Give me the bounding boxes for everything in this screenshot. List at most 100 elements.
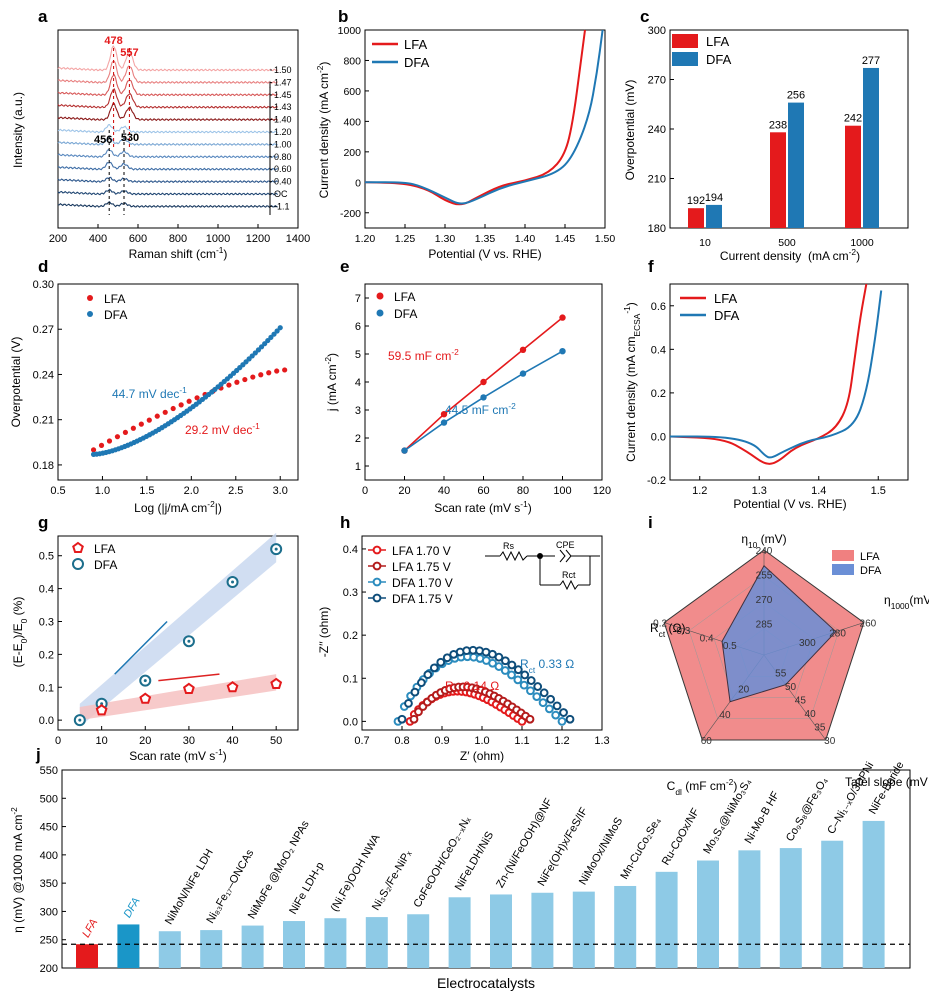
- f-x-axis-title: Potential (V vs. RHE): [733, 497, 846, 511]
- i-axis-label: Tafel slope (mV dec-1): [845, 773, 929, 789]
- f-series-LFA: [669, 283, 868, 465]
- a-curve-label: 0.40: [274, 177, 292, 187]
- f-y-tick-label: 0.6: [651, 301, 666, 313]
- h-y-axis-title: -Z′′ (ohm): [317, 607, 331, 658]
- d-legend-label: DFA: [104, 308, 127, 322]
- a-x-tick-label: 800: [169, 233, 187, 245]
- d-point-LFA: [90, 447, 97, 453]
- b-x-tick-label: 1.20: [355, 233, 376, 245]
- i-axis-tick: 270: [756, 595, 773, 606]
- b-y-tick-label: 600: [343, 86, 361, 98]
- h-point-3: [552, 701, 562, 711]
- i-axis-tick: 30: [824, 736, 836, 747]
- h-point-3: [436, 657, 446, 667]
- e-legend-swatch: [376, 309, 384, 317]
- g-y-tick-label: 0.1: [39, 682, 54, 694]
- g-x-tick-label: 40: [226, 735, 238, 747]
- a-curve-label: OC: [274, 189, 288, 199]
- j-bar: [117, 924, 140, 968]
- h-y-tick-label: 0.0: [343, 716, 358, 728]
- d-legend-swatch: [87, 311, 93, 317]
- e-x-tick-label: 120: [593, 485, 611, 497]
- h-x-tick-label: 1.3: [594, 735, 609, 747]
- d-point-LFA: [242, 376, 248, 383]
- a-spectrum-0: [57, 45, 278, 72]
- j-y-axis-title: η (mV) @1000 mA cm-2: [9, 807, 25, 933]
- e-y-tick-label: 6: [355, 321, 361, 333]
- j-bar: [779, 848, 802, 968]
- j-bar: [407, 914, 430, 968]
- d-point-LFA: [146, 417, 152, 423]
- j-bar: [697, 860, 719, 968]
- d-point-LFA: [138, 421, 144, 427]
- a-x-tick-label: 200: [49, 233, 67, 245]
- b-y-tick-label: 400: [343, 116, 361, 128]
- c-y-tick-label: 240: [648, 124, 666, 136]
- g-y-tick-label: 0.0: [39, 715, 54, 727]
- h-equivalent-circuit: Rs CPE Rct: [485, 540, 600, 591]
- g-legend-label: DFA: [94, 558, 117, 572]
- c-bar-DFA: [706, 204, 722, 228]
- d-point-LFA: [226, 382, 232, 388]
- i-axis-tick: 40: [719, 710, 731, 721]
- g-trend-arrow-lfa: [158, 673, 220, 682]
- h-circuit-rs: Rs: [503, 541, 514, 551]
- j-category-label: DFA: [122, 896, 143, 920]
- g-point-DFA-dot: [187, 639, 191, 643]
- b-y-tick-label: 1000: [338, 25, 362, 37]
- j-bar: [76, 944, 98, 968]
- i-axis-tick: 240: [756, 546, 773, 557]
- h-point-2: [544, 704, 554, 714]
- h-point-3: [526, 676, 536, 685]
- e-point-DFA: [559, 348, 566, 355]
- f-y-tick-label: 0.4: [651, 344, 666, 356]
- c-y-tick-label: 270: [648, 75, 666, 87]
- d-point-LFA: [186, 398, 192, 404]
- h-point-3: [494, 652, 504, 662]
- h-point-2: [557, 716, 567, 726]
- e-point-LFA: [559, 314, 566, 321]
- e-point-LFA: [440, 411, 448, 418]
- a-spectrum-8: [57, 161, 278, 171]
- h-legend-label: LFA 1.75 V: [392, 560, 451, 574]
- j-y-tick-label: 450: [40, 822, 58, 834]
- c-y-axis-title: Overpotential (mV): [623, 80, 637, 181]
- h-point-3: [546, 694, 556, 704]
- j-bar: [738, 850, 761, 968]
- h-point-2: [519, 680, 529, 690]
- d-y-tick-label: 0.21: [33, 415, 54, 427]
- g-x-tick-label: 50: [270, 735, 282, 747]
- i-axis-label: η1000(mV): [884, 593, 929, 611]
- panel-label-f: f: [648, 257, 654, 276]
- a-x-tick-label: 600: [129, 233, 147, 245]
- c-y-tick-label: 300: [648, 25, 666, 37]
- c-legend-swatch: [672, 52, 698, 66]
- d-point-LFA: [234, 379, 240, 385]
- c-bar-LFA: [688, 208, 704, 228]
- c-bar-value: 242: [844, 113, 862, 125]
- a-curve-label: 1.20: [274, 127, 292, 137]
- a-spectrum-7: [57, 148, 279, 159]
- a-x-tick-label: 1000: [206, 233, 230, 245]
- g-point-LFA: [270, 677, 283, 690]
- h-point-1: [409, 714, 419, 724]
- h-point-2: [513, 675, 523, 685]
- d-annotation-dfa: 44.7 mV dec-1: [112, 385, 187, 401]
- d-annotation-lfa: 29.2 mV dec-1: [185, 421, 260, 437]
- j-bar: [821, 840, 844, 968]
- e-point-DFA: [519, 370, 527, 377]
- h-x-tick-label: 1.2: [554, 735, 569, 747]
- i-grid: [688, 575, 840, 719]
- g-y-tick-label: 0.4: [39, 584, 54, 596]
- h-y-tick-label: 0.3: [343, 587, 358, 599]
- i-axis-tick: 300: [799, 638, 816, 649]
- g-legend-swatch: [72, 558, 84, 570]
- e-x-tick-label: 40: [438, 485, 450, 497]
- j-bar: [862, 820, 885, 968]
- h-circuit-cpe: CPE: [556, 540, 575, 550]
- c-legend-swatch: [672, 34, 698, 48]
- g-x-tick-label: 10: [96, 735, 108, 747]
- h-point-3: [513, 665, 523, 675]
- h-point-3: [442, 653, 452, 663]
- h-point-3: [507, 660, 517, 670]
